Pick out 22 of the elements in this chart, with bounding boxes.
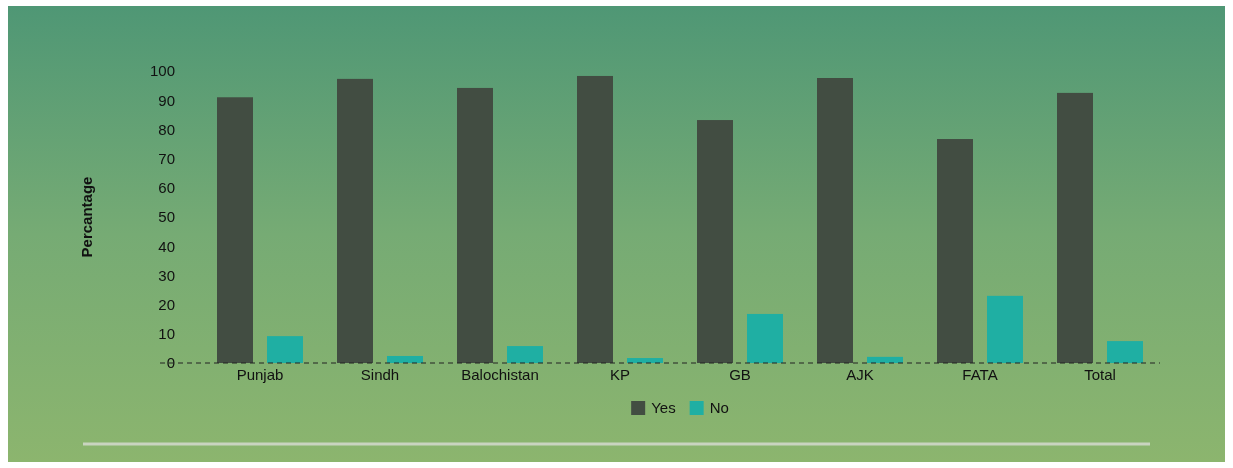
legend-label: No: [709, 399, 729, 416]
x-tick-label: KP: [609, 365, 631, 383]
y-tick-label: 80: [158, 120, 175, 138]
y-tick-label: 60: [158, 179, 175, 197]
y-tick-label: 10: [158, 325, 175, 343]
x-tick-label: AJK: [846, 365, 874, 383]
x-tick-label: Total: [1084, 365, 1116, 383]
y-tick-label: 50: [158, 208, 175, 226]
x-tick-label: Sindh: [360, 365, 400, 383]
y-tick-label: 20: [158, 295, 175, 313]
x-tick-label: GB: [729, 365, 751, 383]
y-tick-label: 0: [166, 354, 175, 372]
y-axis-title: Percantage: [78, 176, 95, 258]
y-tick-label: 40: [158, 237, 175, 255]
legend-label: Yes: [651, 399, 676, 416]
y-tick-label: 70: [158, 149, 175, 167]
x-tick-label: FATA: [962, 365, 998, 383]
x-tick-label: Balochistan: [461, 365, 539, 383]
x-tick-label: Punjab: [236, 365, 284, 383]
y-tick-label: 30: [158, 266, 175, 284]
y-tick-label: 90: [158, 91, 175, 109]
y-tick-label: 100: [149, 62, 175, 80]
